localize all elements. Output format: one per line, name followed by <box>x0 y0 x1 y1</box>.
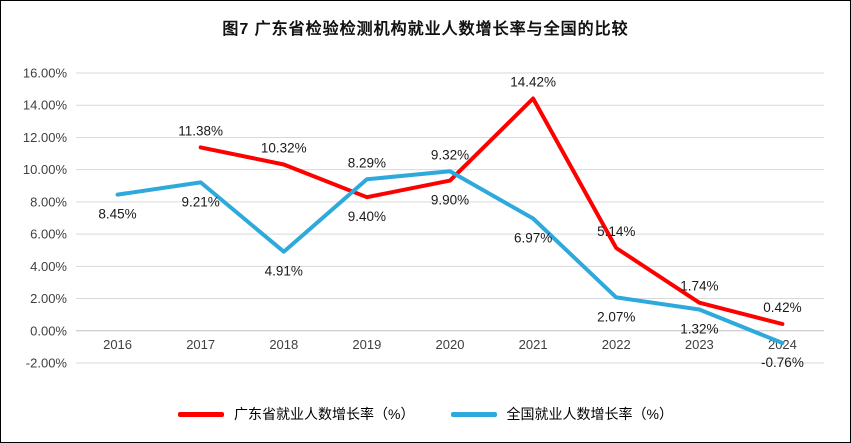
data-label-guangdong: 0.42% <box>763 300 801 315</box>
series-line-national <box>115 169 785 345</box>
data-label-guangdong: 8.29% <box>348 155 386 170</box>
data-label-national: 4.91% <box>265 264 303 279</box>
x-tick-label: 2016 <box>103 337 132 352</box>
legend-item-guangdong: 广东省就业人数增长率（%） <box>178 404 415 424</box>
y-tick-label: 0.00% <box>30 323 67 338</box>
x-tick-label: 2022 <box>602 337 631 352</box>
data-label-national: 9.21% <box>182 194 220 209</box>
series-line-guangdong <box>198 96 785 326</box>
data-label-national: 1.32% <box>680 322 718 337</box>
x-tick-label: 2019 <box>352 337 381 352</box>
chart-legend: 广东省就业人数增长率（%） 全国就业人数增长率（%） <box>1 404 850 424</box>
y-tick-label: 2.00% <box>30 291 67 306</box>
data-label-national: 9.90% <box>431 193 469 208</box>
data-label-national: 8.45% <box>98 207 136 222</box>
data-label-national: 9.40% <box>348 209 386 224</box>
data-label-guangdong: 5.14% <box>597 224 635 239</box>
y-tick-label: 14.00% <box>23 98 68 113</box>
data-label-national: 2.07% <box>597 309 635 324</box>
legend-label-national: 全国就业人数增长率（%） <box>506 406 673 422</box>
data-label-guangdong: 14.42% <box>510 74 556 89</box>
y-tick-label: 12.00% <box>23 130 68 145</box>
chart-title: 图7 广东省检验检测机构就业人数增长率与全国的比较 <box>222 21 629 38</box>
legend-swatch-red-line <box>178 411 225 417</box>
y-tick-label: 4.00% <box>30 259 67 274</box>
y-tick-label: 10.00% <box>23 162 68 177</box>
data-label-national: -0.76% <box>761 355 804 370</box>
data-label-guangdong: 11.38% <box>178 123 223 138</box>
legend-item-national: 全国就业人数增长率（%） <box>450 404 673 424</box>
y-tick-label: 8.00% <box>30 194 67 209</box>
data-label-guangdong: 10.32% <box>261 141 307 156</box>
x-tick-label: 2017 <box>186 337 215 352</box>
data-label-national: 6.97% <box>514 230 552 245</box>
legend-label-guangdong: 广东省就业人数增长率（%） <box>234 406 415 422</box>
data-label-guangdong: 1.74% <box>680 279 718 294</box>
x-tick-label: 2021 <box>519 337 548 352</box>
x-tick-label: 2023 <box>685 337 714 352</box>
legend-swatch-blue-line <box>450 411 497 417</box>
y-tick-label: 16.00% <box>23 66 68 81</box>
x-tick-label: 2020 <box>436 337 465 352</box>
y-tick-label: -2.00% <box>26 356 68 371</box>
x-tick-label: 2018 <box>269 337 298 352</box>
y-tick-label: 6.00% <box>30 227 67 242</box>
data-label-guangdong: 9.32% <box>431 147 469 162</box>
